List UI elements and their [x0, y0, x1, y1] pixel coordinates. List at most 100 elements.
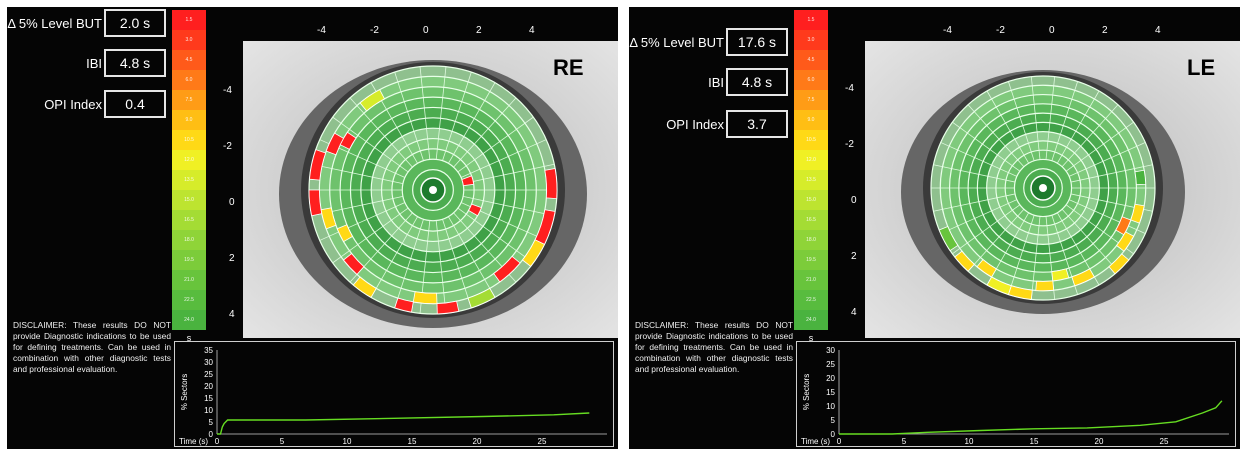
sectors-line: 35 30 25 20 15 10 5 0 % Sectors 0 5 10 15 20 25 Time (s… — [179, 346, 607, 446]
graph-x-tick: 10 — [343, 437, 352, 446]
scale-segment-label: 21.0 — [806, 277, 816, 283]
metric-value-but: 2.0 s — [104, 9, 166, 37]
graph-x-tick: 0 — [215, 437, 220, 446]
breakup-sector — [308, 189, 323, 217]
scale-segment: 19.5 — [794, 250, 828, 270]
metric-value-but: 17.6 s — [726, 28, 788, 56]
scale-segment: 7.5 — [172, 90, 206, 110]
left-axis-tick: -4 — [845, 83, 854, 94]
scale-segment-label: 6.0 — [185, 77, 193, 83]
top-axis-tick: 2 — [476, 25, 482, 36]
graph-x-tick: 20 — [473, 437, 482, 446]
scale-segment-label: 15.0 — [184, 197, 194, 203]
breakup-sector — [1116, 231, 1135, 252]
scale-segment: 16.5 — [172, 210, 206, 230]
eye-label: LE — [1187, 55, 1216, 80]
graph-x-tick: 15 — [1030, 437, 1039, 446]
breakup-sector — [1130, 203, 1145, 224]
scale-segment-label: 12.0 — [806, 157, 816, 163]
graph-x-tick: 5 — [280, 437, 285, 446]
scale-segment-label: 7.5 — [185, 97, 193, 103]
breakup-sector — [412, 291, 438, 305]
scale-segment: 24.0 — [172, 310, 206, 330]
scale-segment: 21.0 — [794, 270, 828, 290]
graph-y-tick: 25 — [826, 360, 835, 369]
breakup-sector — [954, 250, 975, 272]
scale-segment-label: 19.5 — [806, 257, 816, 263]
scale-segment: 3.0 — [794, 30, 828, 50]
left-axis-tick: -2 — [845, 139, 854, 150]
left-axis-tick: 0 — [851, 195, 857, 206]
breakup-sector — [461, 175, 475, 187]
scale-segment: 22.5 — [172, 290, 206, 310]
scale-segment-label: 10.5 — [184, 137, 194, 143]
scale-segment: 13.5 — [172, 170, 206, 190]
breakup-sector — [976, 259, 997, 278]
graph-y-tick: 10 — [826, 402, 835, 411]
metric-value-ibi: 4.8 s — [104, 49, 166, 77]
left-axis-tick: 0 — [229, 197, 235, 208]
graph-x-tick: 25 — [1160, 437, 1169, 446]
scale-segment: 6.0 — [794, 70, 828, 90]
breakup-sector — [359, 89, 386, 112]
scale-segment: 12.0 — [172, 150, 206, 170]
scale-segment-label: 7.5 — [807, 97, 815, 103]
scale-segment: 9.0 — [172, 110, 206, 130]
scale-segment-label: 24.0 — [806, 317, 816, 323]
graph-y-tick: 10 — [204, 406, 213, 415]
sectors-line: 30 25 20 15 10 5 0 % Sectors 0 5 10 15 20 25 Time (s) — [801, 346, 1229, 446]
scale-segment-label: 1.5 — [807, 17, 815, 23]
sectors-graph: 35 30 25 20 15 10 5 0 % Sectors 0 5 10 15 20 25 Time (s… — [174, 341, 614, 447]
graph-y-tick: 15 — [826, 388, 835, 397]
scale-segment-label: 9.0 — [185, 117, 193, 123]
scale-segment-label: 3.0 — [185, 37, 193, 43]
breakup-sector — [320, 207, 337, 230]
breakup-sector — [986, 276, 1012, 296]
scale-segment: 1.5 — [172, 10, 206, 30]
breakup-sector — [1134, 169, 1147, 186]
graph-x-tick: 5 — [902, 437, 907, 446]
metric-label-ibi: IBI — [86, 56, 102, 71]
top-axis-tick: -2 — [996, 25, 1005, 36]
scale-segment: 19.5 — [172, 250, 206, 270]
breakup-sector — [394, 297, 414, 313]
scale-segment: 7.5 — [794, 90, 828, 110]
scale-segment-label: 24.0 — [184, 317, 194, 323]
scale-segment: 13.5 — [794, 170, 828, 190]
top-axis-tick: -4 — [943, 25, 952, 36]
scale-segment: 1.5 — [794, 10, 828, 30]
scale-segment: 10.5 — [794, 130, 828, 150]
scale-segment-label: 18.0 — [806, 237, 816, 243]
disclaimer-text: DISCLAIMER: These results DO NOT provide… — [635, 320, 793, 374]
graph-y-tick: 5 — [209, 418, 214, 427]
scale-unit: s — [808, 333, 814, 343]
graph-y-label: % Sectors — [180, 374, 189, 410]
left-axis-tick: 4 — [851, 307, 857, 318]
graph-y-tick: 20 — [826, 374, 835, 383]
scale-segment: 4.5 — [794, 50, 828, 70]
scale-segment-label: 22.5 — [806, 297, 816, 303]
graph-y-tick: 25 — [204, 370, 213, 379]
metric-label-ibi: IBI — [708, 75, 724, 90]
graph-x-label: Time (s) — [179, 437, 208, 446]
scale-segment-label: 16.5 — [806, 217, 816, 223]
scale-segment-label: 4.5 — [807, 57, 815, 63]
scale-segment-label: 19.5 — [184, 257, 194, 263]
disclaimer-text: DISCLAIMER: These results DO NOT provide… — [13, 320, 171, 374]
top-axis-tick: 2 — [1102, 25, 1108, 36]
scale-segment: 6.0 — [172, 70, 206, 90]
scale-segment-label: 13.5 — [806, 177, 816, 183]
scale-segment-label: 18.0 — [184, 237, 194, 243]
breakup-sector — [309, 149, 327, 181]
graph-y-tick: 5 — [831, 416, 836, 425]
sectors-curve — [217, 412, 590, 435]
graph-y-tick: 20 — [204, 382, 213, 391]
color-scale: 1.5 3.0 4.5 6.0 7.5 9.0 10.5 12.0 13.5 15.0 16.5 18… — [172, 10, 206, 333]
scale-segment: 22.5 — [794, 290, 828, 310]
graph-y-tick: 0 — [831, 430, 836, 439]
breakup-sector — [336, 224, 354, 243]
metric-value-opi: 3.7 — [726, 110, 788, 138]
breakup-sector — [521, 239, 546, 267]
scale-segment-label: 4.5 — [185, 57, 193, 63]
scale-segment-label: 13.5 — [184, 177, 194, 183]
